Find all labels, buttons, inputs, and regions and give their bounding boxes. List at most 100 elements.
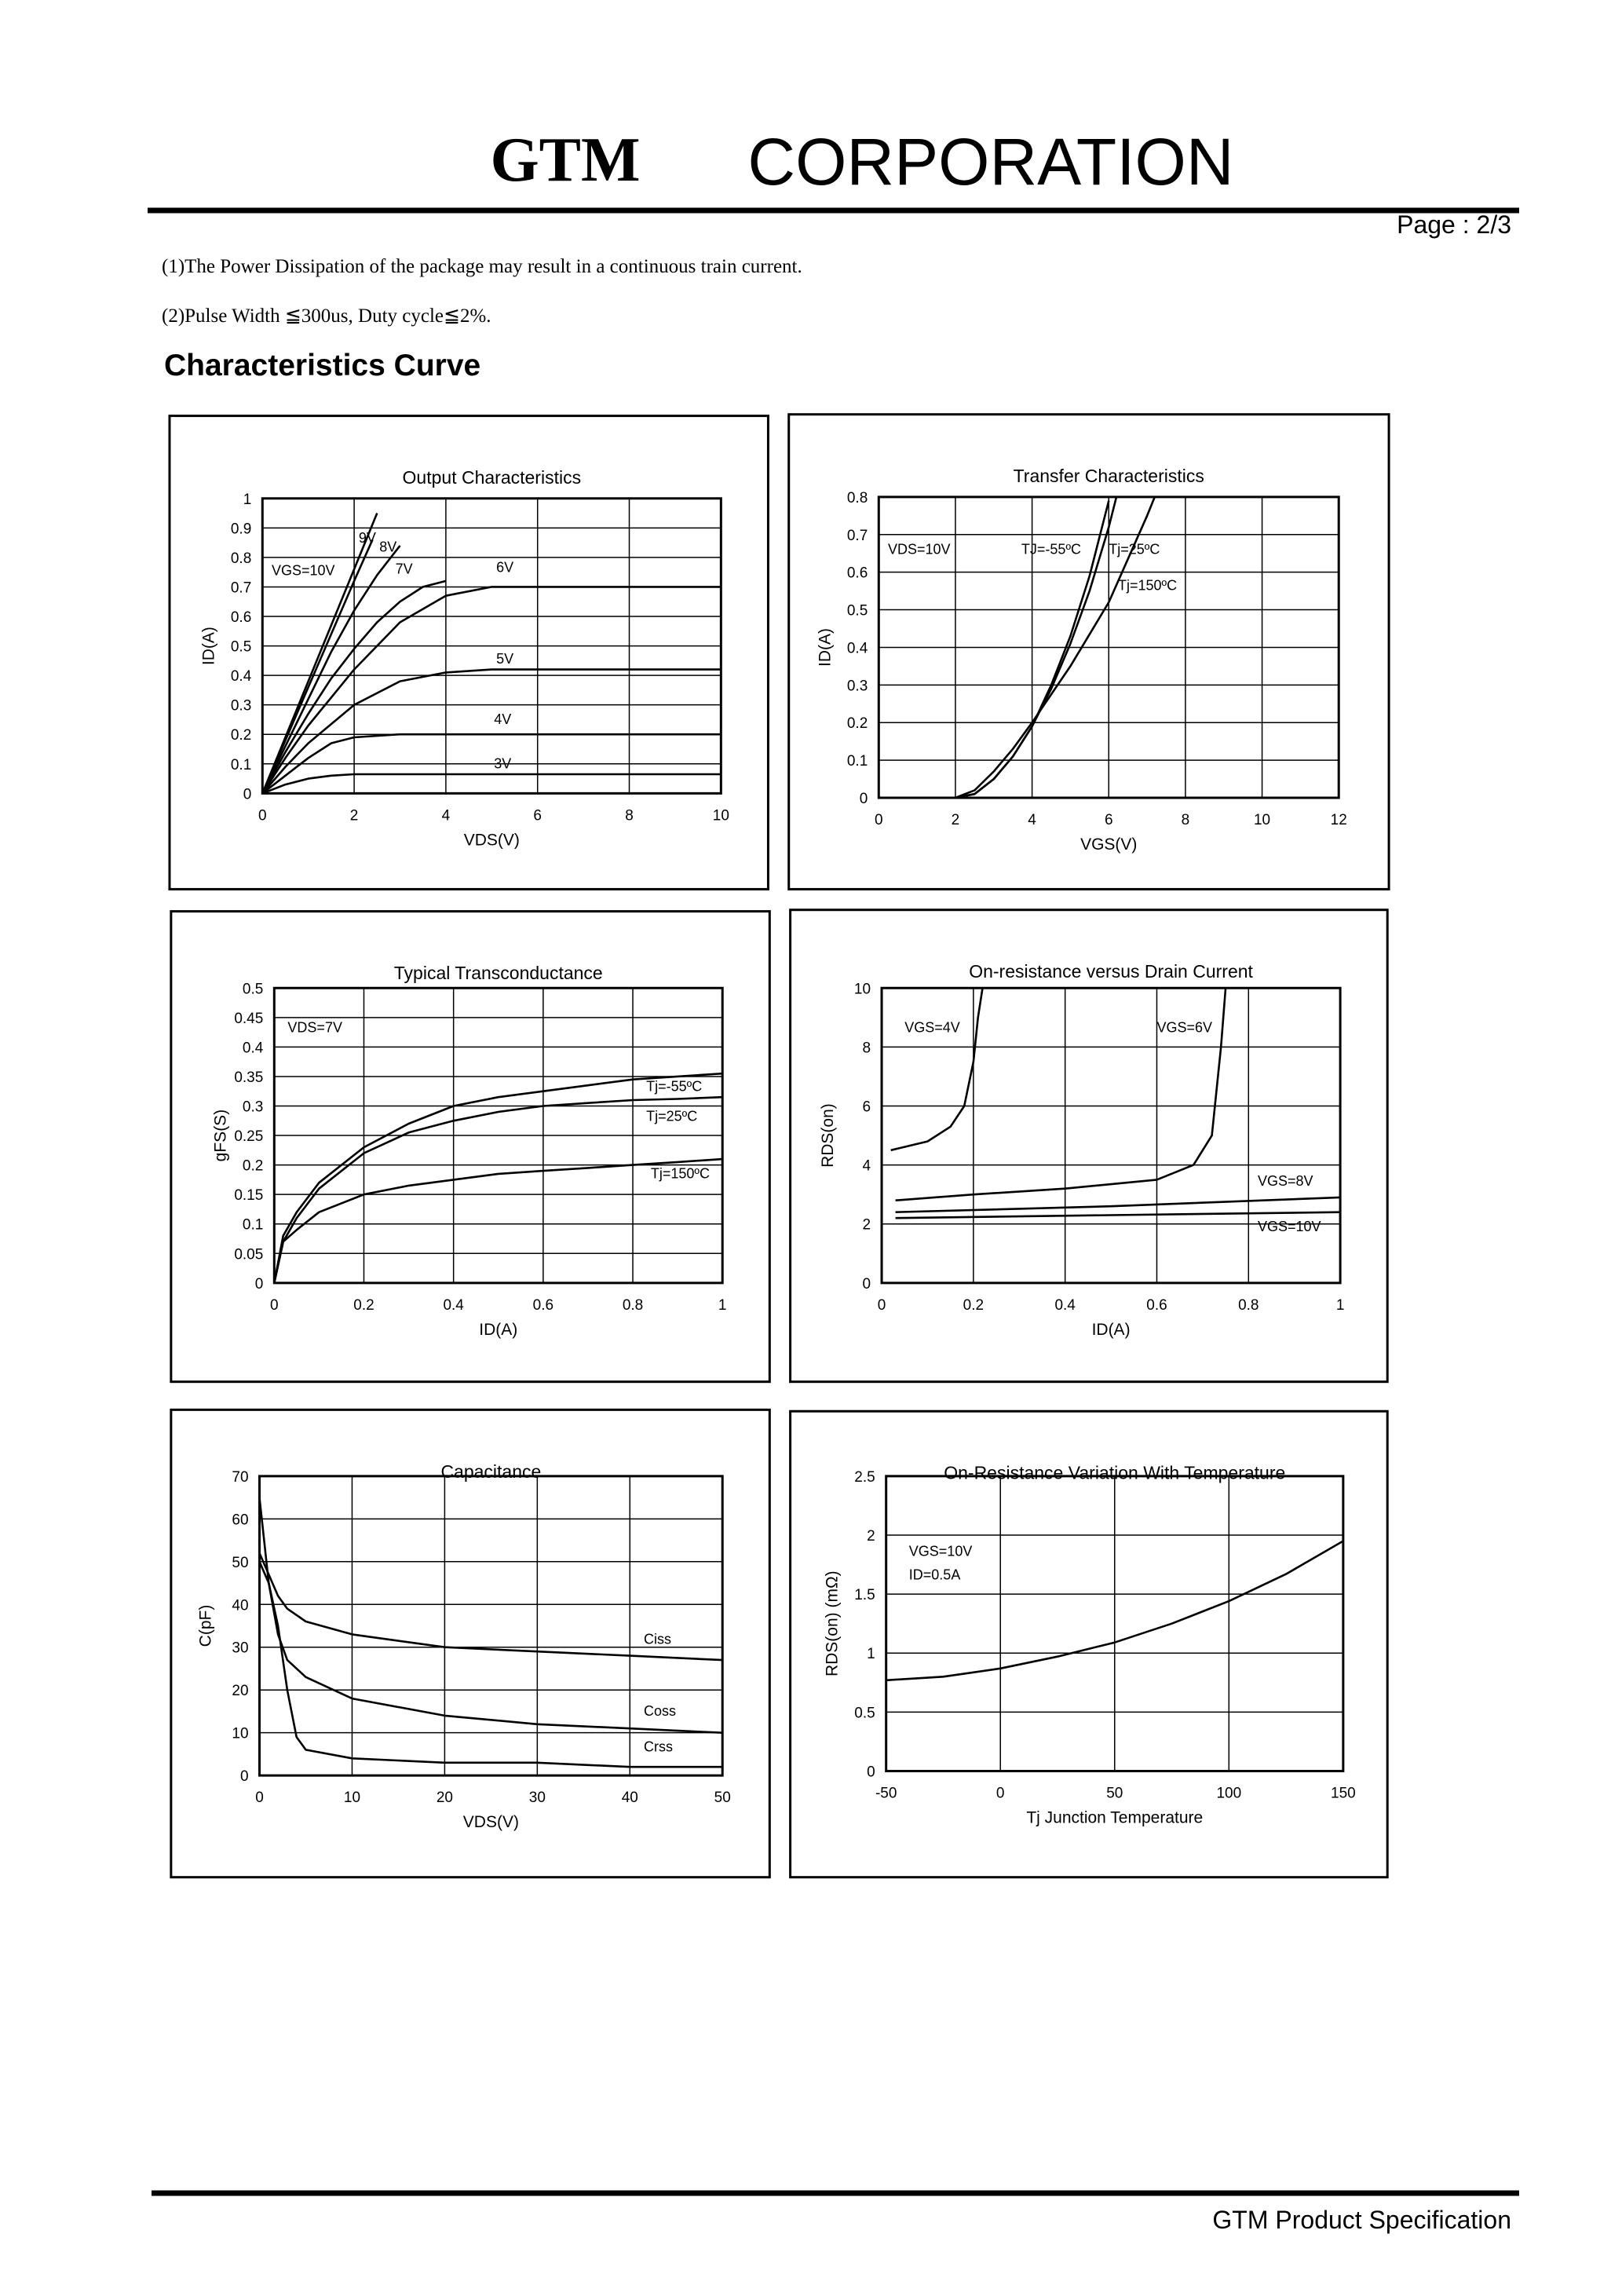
x-tick-label: 0 (258, 807, 267, 824)
curve-label: Tj=-55ºC (646, 1079, 702, 1095)
y-tick-label: 2 (862, 1217, 871, 1234)
x-tick-label: 6 (533, 807, 542, 824)
x-tick-label: 10 (344, 1790, 360, 1806)
x-tick-label: 2 (952, 812, 960, 828)
curve-label: VGS=10V (1258, 1219, 1321, 1234)
y-tick-label: 0.1 (231, 757, 251, 773)
x-tick-label: 0.2 (353, 1297, 374, 1314)
y-tick-label: 0.9 (231, 521, 251, 537)
curve-label: VGS=8V (1258, 1173, 1313, 1189)
x-tick-label: 40 (622, 1790, 638, 1806)
curve-label: 7V (396, 561, 413, 577)
curve (890, 988, 984, 1152)
curve-label: Tj=150ºC (1118, 578, 1177, 594)
x-tick-label: 1 (718, 1297, 727, 1314)
y-tick-label: 0.3 (847, 678, 868, 694)
chart: Transfer Characteristics 0 2 4 6 8 10 12 0 0.1 0.2… (787, 413, 1390, 890)
note: (1)The Power Dissipation of the package … (162, 256, 802, 277)
chart-title: Transfer Characteristics (1014, 466, 1204, 486)
plot-border (261, 497, 722, 795)
x-tick-label: 10 (1254, 812, 1270, 828)
x-tick-label: 0.8 (1238, 1297, 1259, 1314)
y-tick-label: 0 (860, 791, 868, 807)
x-tick-label: 4 (442, 807, 451, 824)
curve (261, 579, 447, 795)
curve-label: 4V (494, 711, 511, 727)
y-tick-label: 0.4 (847, 640, 868, 656)
y-tick-label: 0 (240, 1768, 249, 1785)
x-tick-label: 6 (1105, 812, 1113, 828)
y-tick-label: 0.5 (854, 1705, 875, 1721)
footer-text: GTM Product Specification (1212, 2206, 1511, 2234)
curve (261, 586, 721, 795)
y-tick-label: 1 (867, 1646, 875, 1662)
company-title: CORPORATION (747, 125, 1233, 199)
curve (258, 1561, 723, 1768)
x-tick-label: 12 (1331, 812, 1347, 828)
curve-label: Crss (644, 1739, 673, 1755)
y-tick-label: 0.6 (847, 565, 868, 582)
curve (273, 1157, 723, 1284)
y-tick-label: 0.15 (234, 1187, 263, 1204)
chart-frame (170, 1408, 771, 1879)
chart-title: On-resistance versus Drain Current (969, 961, 1253, 982)
curve (258, 1497, 723, 1734)
y-tick-label: 0.2 (847, 715, 868, 732)
chart-frame (789, 909, 1389, 1384)
y-tick-label: 0.1 (243, 1217, 263, 1234)
x-tick-label: 30 (529, 1790, 546, 1806)
curve-label: 8V (379, 539, 396, 554)
y-tick-label: 4 (862, 1158, 871, 1175)
y-tick-label: 0.7 (847, 528, 868, 544)
chart-title: Output Characteristics (403, 467, 582, 488)
curve-label: VGS=4V (904, 1020, 960, 1036)
curve-label: 5V (496, 651, 513, 667)
y-tick-label: 10 (232, 1726, 248, 1742)
y-tick-label: 0.5 (847, 603, 868, 620)
chart: Output Characteristics 0 2 4 6 8 10 0 0.1 0.2 0.3 0… (168, 415, 769, 890)
chart-frame (789, 1409, 1389, 1879)
x-tick-label: 0.2 (963, 1297, 984, 1314)
page-number: Page : 2/3 (1397, 210, 1511, 239)
y-tick-label: 6 (862, 1099, 871, 1116)
curve-label: Ciss (644, 1631, 671, 1647)
y-tick-label: 70 (232, 1469, 248, 1486)
chart-frame (168, 415, 769, 890)
annotation: VDS=10V (888, 542, 951, 558)
y-tick-label: 0.35 (234, 1069, 263, 1086)
x-tick-label: 0.4 (1054, 1297, 1076, 1314)
curve-label: Coss (644, 1703, 676, 1719)
y-tick-label: 30 (232, 1640, 248, 1657)
x-tick-label: 0.4 (443, 1297, 464, 1314)
x-axis-label: Tj Junction Temperature (1026, 1808, 1203, 1826)
curve (273, 1072, 723, 1284)
curve-label: VGS=6V (1156, 1020, 1212, 1036)
curve (895, 988, 1227, 1201)
y-axis-label: gFS(S) (211, 1110, 229, 1162)
curve-label: TJ=-55ºC (1021, 542, 1081, 558)
y-tick-label: 0.3 (231, 698, 251, 715)
y-tick-label: 0.8 (231, 550, 251, 567)
x-tick-label: 20 (437, 1790, 453, 1806)
y-tick-label: 0 (862, 1276, 871, 1292)
x-tick-label: 0.8 (623, 1297, 643, 1314)
curve-label: Tj=25ºC (646, 1108, 697, 1124)
y-tick-label: 0.8 (847, 490, 868, 506)
y-tick-label: 50 (232, 1555, 248, 1571)
y-tick-label: 2 (867, 1528, 875, 1545)
y-tick-label: 2.5 (854, 1469, 875, 1486)
curve (955, 496, 1156, 799)
y-tick-label: 0.7 (231, 579, 251, 596)
y-tick-label: 1.5 (854, 1587, 875, 1603)
y-tick-label: 0.05 (234, 1246, 263, 1263)
x-axis-label: ID(A) (479, 1321, 517, 1339)
y-tick-label: 0.4 (243, 1040, 264, 1056)
annotation: VDS=7V (287, 1020, 342, 1036)
x-tick-label: 0 (996, 1785, 1005, 1801)
y-axis-label: RDS(on) (819, 1103, 837, 1168)
y-tick-label: 0.1 (847, 753, 868, 770)
x-tick-label: -50 (875, 1785, 897, 1801)
curve (895, 1196, 1341, 1213)
